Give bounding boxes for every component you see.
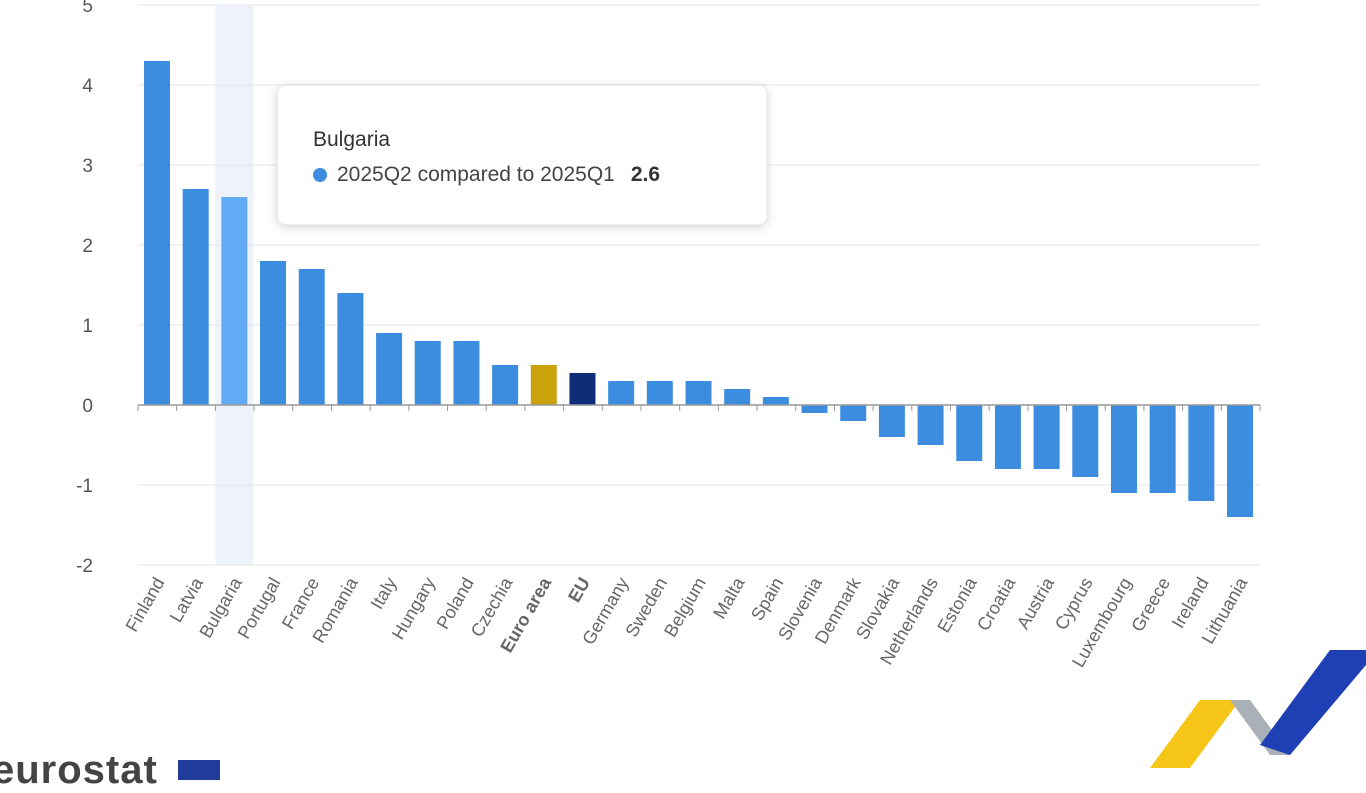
bar-czechia bbox=[492, 365, 519, 405]
y-tick-label: 4 bbox=[82, 76, 93, 97]
x-tick-label: Greece bbox=[1127, 574, 1174, 635]
eu-flag-icon bbox=[178, 760, 220, 780]
x-tick-label: Finland bbox=[122, 574, 169, 635]
bar-chart: -2-1012345FinlandLatviaBulgariaPortugalF… bbox=[76, 0, 1261, 671]
x-tick-label: Estonia bbox=[933, 573, 981, 636]
bar-cyprus bbox=[1072, 405, 1099, 477]
bar-germany bbox=[608, 381, 635, 405]
eurostat-logo: eurostat bbox=[0, 748, 158, 792]
x-tick-label: Spain bbox=[747, 574, 787, 624]
bar-spain bbox=[762, 397, 789, 405]
y-tick-label: 2 bbox=[82, 236, 93, 257]
tooltip-series: 2025Q2 compared to 2025Q1 bbox=[337, 163, 615, 186]
bar-croatia bbox=[994, 405, 1021, 469]
y-tick-label: 3 bbox=[82, 156, 93, 177]
bar-slovenia bbox=[801, 405, 828, 413]
bar-france bbox=[298, 269, 325, 405]
bar-austria bbox=[1033, 405, 1060, 469]
tooltip-row: 2025Q2 compared to 2025Q1 2.6 bbox=[313, 163, 660, 187]
bar-ireland bbox=[1188, 405, 1215, 501]
bar-finland bbox=[144, 61, 170, 405]
bar-sweden bbox=[646, 381, 673, 405]
x-tick-label: Croatia bbox=[973, 573, 1020, 634]
bar-slovakia bbox=[878, 405, 905, 437]
series-dot-icon bbox=[313, 168, 327, 182]
bar-denmark bbox=[840, 405, 867, 421]
tooltip: Bulgaria 2025Q2 compared to 2025Q1 2.6 bbox=[277, 85, 767, 225]
bar-latvia bbox=[182, 189, 209, 405]
x-tick-label: Latvia bbox=[166, 573, 208, 625]
bar-hungary bbox=[414, 341, 441, 405]
bar-eu bbox=[569, 373, 596, 405]
y-tick-label: 1 bbox=[82, 316, 93, 337]
y-tick-label: 5 bbox=[82, 0, 93, 17]
bar-romania bbox=[337, 293, 364, 405]
bar-lithuania bbox=[1227, 405, 1253, 517]
bar-euro-area bbox=[530, 365, 557, 405]
x-tick-label: Italy bbox=[367, 574, 401, 613]
x-tick-label: Malta bbox=[709, 573, 749, 622]
bar-netherlands bbox=[917, 405, 944, 445]
y-tick-label: -2 bbox=[76, 556, 93, 577]
y-tick-label: 0 bbox=[82, 396, 93, 417]
bar-italy bbox=[376, 333, 403, 405]
bar-portugal bbox=[260, 261, 287, 405]
bar-luxembourg bbox=[1110, 405, 1137, 493]
bar-greece bbox=[1149, 405, 1176, 493]
x-tick-label: EU bbox=[564, 574, 594, 606]
bar-belgium bbox=[685, 381, 712, 405]
y-tick-label: -1 bbox=[76, 476, 93, 497]
bar-poland bbox=[453, 341, 480, 405]
bar-estonia bbox=[956, 405, 983, 461]
tooltip-title: Bulgaria bbox=[313, 128, 391, 151]
bar-bulgaria bbox=[221, 197, 248, 405]
bar-malta bbox=[724, 389, 751, 405]
tooltip-value: 2.6 bbox=[630, 163, 661, 186]
decorative-arrow-icon bbox=[1150, 650, 1366, 768]
